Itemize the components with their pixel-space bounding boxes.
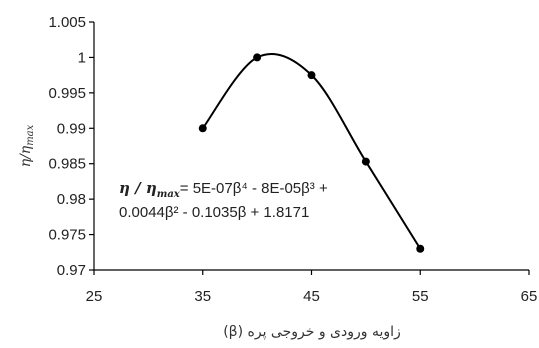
- eq-rest: = 5E-07β⁴ - 8E-05β³ +: [180, 180, 328, 197]
- eq-eta: η / η: [119, 179, 157, 197]
- data-point: [253, 53, 262, 62]
- y-axis-label-sub: max: [25, 124, 36, 145]
- y-tick-label: 1: [78, 49, 86, 66]
- data-point: [198, 124, 207, 133]
- x-tick-label: 45: [303, 288, 320, 305]
- y-tick-label: 0.97: [57, 262, 86, 279]
- trendline-equation-line2: 0.0044β² - 0.1035β + 1.8171: [119, 204, 309, 221]
- x-tick-label: 25: [86, 288, 103, 305]
- y-tick-label: 0.99: [57, 120, 86, 137]
- y-tick-label: 0.98: [57, 191, 86, 208]
- y-axis-label: η/ηmax: [18, 124, 36, 167]
- tick-labels: 0.97 0.975 0.98 0.985 0.99 0.995 1 1.005 25 35 45 5…: [48, 14, 537, 305]
- data-points: [198, 53, 425, 253]
- eq-eta-sub: max: [157, 189, 181, 200]
- axis-ticks: [89, 21, 530, 275]
- y-tick-label: 0.985: [48, 156, 86, 173]
- x-tick-label: 65: [521, 288, 538, 305]
- trendline-equation-line1: η / ηmax= 5E-07β⁴ - 8E-05β³ +: [119, 179, 328, 200]
- y-axis-label-eta: η/η: [18, 145, 34, 167]
- x-tick-label: 55: [412, 288, 429, 305]
- y-tick-label: 1.005: [48, 14, 86, 31]
- data-point: [361, 157, 370, 166]
- data-point: [307, 71, 316, 80]
- y-tick-label: 0.995: [48, 85, 86, 102]
- data-point: [416, 244, 425, 253]
- y-tick-label: 0.975: [48, 227, 86, 244]
- x-tick-label: 35: [194, 288, 211, 305]
- x-axis-label: زاویه ورودی و خروجی پره (β): [223, 324, 401, 340]
